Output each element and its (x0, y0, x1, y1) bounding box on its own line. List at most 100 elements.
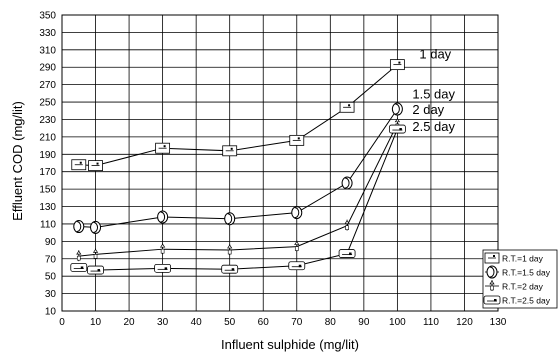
x-tick-label: 40 (191, 317, 203, 328)
series-annotation: 2 day (412, 102, 444, 117)
data-point-body (294, 246, 299, 251)
data-point (87, 265, 104, 275)
legend-item-2: R.T.=1.5 day (485, 265, 551, 279)
y-tick-label: 310 (39, 45, 56, 56)
y-axis-label: Effluent COD (mg/lit) (10, 101, 25, 221)
data-point-dot (493, 255, 495, 257)
x-tick-label: 70 (291, 317, 303, 328)
x-tick-label: 90 (358, 317, 370, 328)
legend: R.T.=1 day R.T.=1.5 day R.T.=2 day R.T.=2.5… (482, 249, 558, 309)
axes: 0 10 20 30 40 50 60 70 80 90 100 110 120 130103050709… (39, 11, 506, 329)
y-tick-label: 210 (39, 132, 56, 143)
series-3 (76, 117, 401, 262)
legend-label: R.T.=2.5 day (502, 296, 551, 306)
y-tick-label: 90 (45, 237, 57, 248)
data-point-body (93, 254, 98, 259)
data-point-head (344, 220, 350, 225)
plot-frame (61, 14, 499, 312)
data-point-arc (227, 213, 233, 225)
y-tick-label: 290 (39, 63, 56, 74)
y-tick-label: 230 (39, 115, 56, 126)
series-annotation: 2.5 day (412, 119, 455, 134)
data-point (224, 212, 236, 226)
data-point-dot (297, 137, 300, 140)
data-point-head (159, 243, 166, 248)
x-tick-label: 110 (423, 317, 439, 328)
data-point-head (489, 280, 495, 285)
data-point (288, 261, 306, 271)
y-tick-label: 130 (39, 202, 56, 213)
legend-label: R.T.=1 day (502, 254, 544, 264)
data-point-dot (349, 252, 352, 256)
data-point-head (92, 248, 99, 253)
data-point-dot (230, 147, 233, 150)
data-point-arc (395, 103, 400, 115)
legend-label: R.T.=1.5 day (502, 268, 551, 278)
data-point-body (76, 255, 81, 261)
legend-label: R.T.=2 day (502, 282, 544, 292)
data-point-body (345, 225, 349, 230)
x-tick-label: 0 (59, 317, 65, 328)
series-annotation: 1 day (419, 46, 451, 61)
y-tick-label: 70 (45, 254, 57, 265)
data-point-head (227, 244, 233, 249)
x-tick-label: 120 (456, 317, 473, 328)
data-point-dot (163, 145, 166, 148)
series-annotation: 1.5 day (412, 86, 455, 101)
legend-item-1: R.T.=1 day (484, 252, 544, 264)
data-point-dot (164, 267, 168, 270)
y-tick-label: 250 (39, 98, 56, 109)
data-point-head (294, 240, 300, 245)
series-2 (73, 102, 403, 234)
data-point-dot (398, 61, 401, 64)
data-point-arc (344, 177, 350, 189)
x-tick-label: 30 (157, 317, 169, 328)
x-tick-label: 130 (490, 317, 507, 328)
data-point-arc (76, 221, 82, 233)
y-tick-label: 110 (40, 219, 56, 230)
legend-item-4: R.T.=2.5 day (483, 295, 551, 306)
data-point (483, 295, 501, 305)
data-point-dot (231, 268, 235, 271)
data-point-arc (160, 211, 166, 223)
x-tick-label: 10 (90, 317, 102, 328)
y-tick-label: 170 (39, 167, 56, 178)
data-point (90, 220, 102, 234)
data-point (486, 265, 498, 279)
data-point-body (160, 248, 165, 254)
data-point-dot (96, 162, 99, 165)
data-point-dot (80, 266, 84, 269)
data-point-arc (93, 221, 98, 233)
y-tick-label: 10 (45, 307, 57, 318)
data-point (388, 124, 406, 134)
y-tick-label: 270 (39, 80, 56, 91)
x-axis-label: Influent sulphide (mg/lit) (221, 337, 359, 352)
series-4 (70, 124, 406, 275)
data-point-arc (294, 207, 300, 219)
data-point (391, 102, 403, 116)
x-tick-label: 80 (325, 317, 337, 328)
x-tick-label: 60 (258, 317, 270, 328)
data-point-dot (79, 161, 82, 164)
data-point-dot (348, 104, 351, 107)
data-point (70, 263, 88, 272)
y-tick-label: 150 (39, 185, 56, 196)
y-tick-label: 50 (45, 272, 57, 283)
data-point-body (490, 285, 494, 291)
series-line (78, 108, 398, 228)
data-point (338, 249, 356, 258)
data-point (73, 220, 85, 234)
data-point (221, 264, 239, 274)
x-tick-label: 50 (224, 317, 236, 328)
legend-item-3: R.T.=2 day (485, 280, 544, 292)
y-tick-label: 30 (45, 289, 57, 300)
data-point-dot (298, 264, 302, 268)
data-point-dot (399, 128, 402, 131)
data-point (154, 263, 172, 273)
series-line (78, 64, 398, 167)
data-point-arc (489, 266, 495, 278)
data-point (291, 206, 303, 220)
x-tick-label: 20 (124, 317, 136, 328)
